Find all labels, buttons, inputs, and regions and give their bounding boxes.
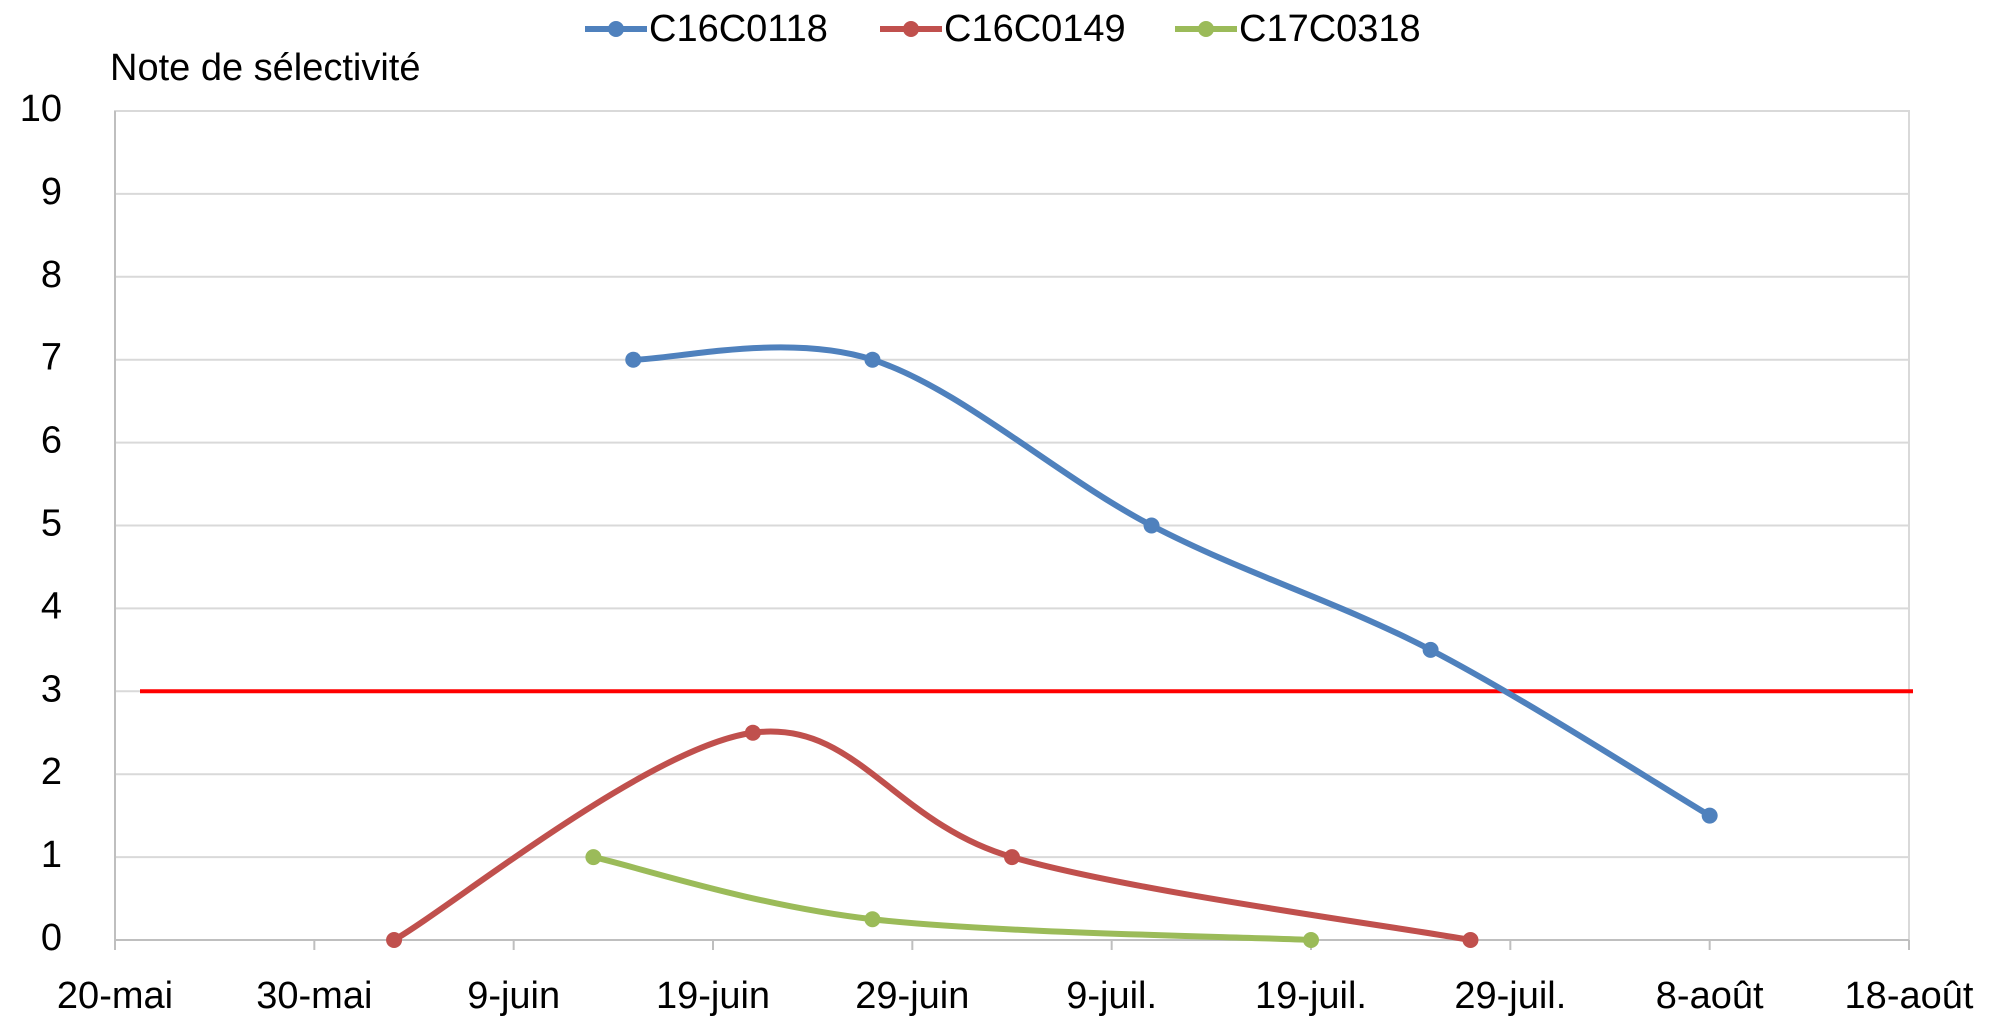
- series-line: [592, 854, 1312, 943]
- legend-label: C16C0149: [944, 8, 1126, 50]
- x-tick-label: 9-juil.: [1066, 975, 1157, 1017]
- x-tick-label: 19-juin: [656, 975, 770, 1017]
- series-line: [633, 344, 1712, 819]
- x-tick-label: 29-juil.: [1454, 975, 1566, 1017]
- y-tick-label: 5: [41, 503, 62, 545]
- legend-marker: [903, 21, 919, 37]
- y-tick-label: 0: [41, 917, 62, 959]
- x-tick-label: 30-mai: [256, 975, 372, 1017]
- y-tick-label: 2: [41, 751, 62, 793]
- data-point: [1143, 517, 1160, 534]
- legend-marker: [608, 21, 624, 37]
- y-tick-label: 4: [41, 585, 62, 627]
- y-tick-label: 6: [41, 420, 62, 462]
- data-point: [1004, 849, 1020, 866]
- data-point: [1462, 932, 1479, 948]
- data-point: [585, 849, 602, 866]
- y-tick-label: 1: [41, 834, 62, 876]
- series-line: [392, 728, 1472, 943]
- x-tick-label: 18-août: [1845, 975, 1974, 1017]
- y-axis-label: Note de sélectivité: [110, 47, 421, 89]
- x-tick-label: 9-juin: [467, 975, 560, 1017]
- data-point: [1303, 932, 1319, 948]
- y-tick-label: 8: [41, 254, 62, 296]
- legend-label: C16C0118: [649, 8, 828, 50]
- data-point: [1422, 641, 1439, 658]
- y-tick-label: 3: [41, 668, 62, 710]
- data-point: [864, 911, 881, 928]
- legend-marker: [1198, 21, 1214, 37]
- y-tick-label: 10: [20, 88, 62, 130]
- data-point: [625, 351, 642, 368]
- x-tick-label: 19-juil.: [1255, 975, 1367, 1017]
- data-point: [864, 351, 881, 368]
- y-tick-label: 7: [41, 337, 62, 379]
- x-tick-label: 8-août: [1656, 975, 1764, 1017]
- data-point: [744, 724, 761, 741]
- x-tick-label: 29-juin: [855, 975, 969, 1017]
- data-point: [386, 932, 403, 948]
- legend-label: C17C0318: [1239, 8, 1421, 50]
- x-tick-label: 20-mai: [57, 975, 173, 1017]
- y-tick-label: 9: [41, 171, 62, 213]
- data-point: [1701, 807, 1718, 824]
